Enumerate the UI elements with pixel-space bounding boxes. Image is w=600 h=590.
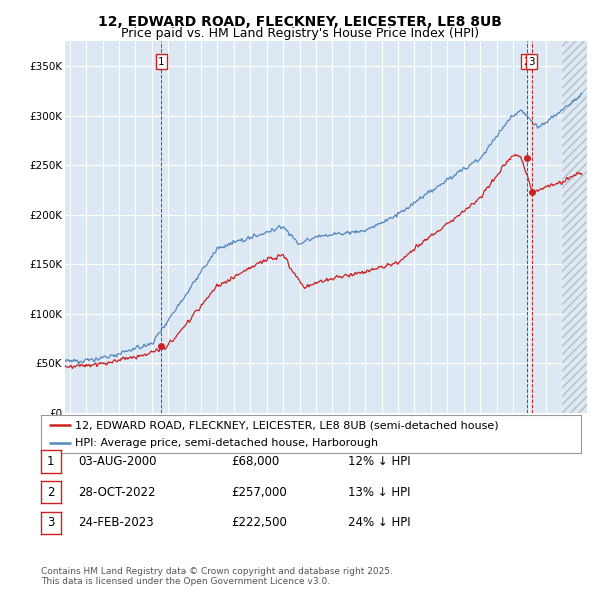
Text: 24% ↓ HPI: 24% ↓ HPI [348,516,410,529]
Text: 1: 1 [158,57,164,67]
Text: £257,000: £257,000 [231,486,287,499]
Text: Price paid vs. HM Land Registry's House Price Index (HPI): Price paid vs. HM Land Registry's House … [121,27,479,40]
Text: 24-FEB-2023: 24-FEB-2023 [78,516,154,529]
Text: £68,000: £68,000 [231,455,279,468]
Text: 03-AUG-2000: 03-AUG-2000 [78,455,157,468]
Text: £222,500: £222,500 [231,516,287,529]
Text: 3: 3 [47,516,55,529]
Text: 2: 2 [47,486,55,499]
Text: 12% ↓ HPI: 12% ↓ HPI [348,455,410,468]
Bar [562,41,587,413]
Text: 28-OCT-2022: 28-OCT-2022 [78,486,155,499]
Text: HPI: Average price, semi-detached house, Harborough: HPI: Average price, semi-detached house,… [75,438,378,448]
Text: Contains HM Land Registry data © Crown copyright and database right 2025.
This d: Contains HM Land Registry data © Crown c… [41,567,392,586]
Text: 2: 2 [523,57,530,67]
Text: 3: 3 [529,57,535,67]
Text: 12, EDWARD ROAD, FLECKNEY, LEICESTER, LE8 8UB: 12, EDWARD ROAD, FLECKNEY, LEICESTER, LE… [98,15,502,29]
Text: 13% ↓ HPI: 13% ↓ HPI [348,486,410,499]
Text: 1: 1 [47,455,55,468]
Text: 12, EDWARD ROAD, FLECKNEY, LEICESTER, LE8 8UB (semi-detached house): 12, EDWARD ROAD, FLECKNEY, LEICESTER, LE… [75,420,499,430]
